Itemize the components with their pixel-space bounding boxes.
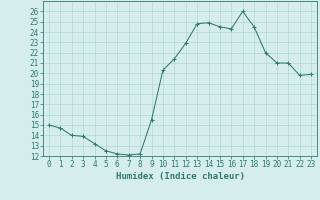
X-axis label: Humidex (Indice chaleur): Humidex (Indice chaleur)	[116, 172, 244, 181]
